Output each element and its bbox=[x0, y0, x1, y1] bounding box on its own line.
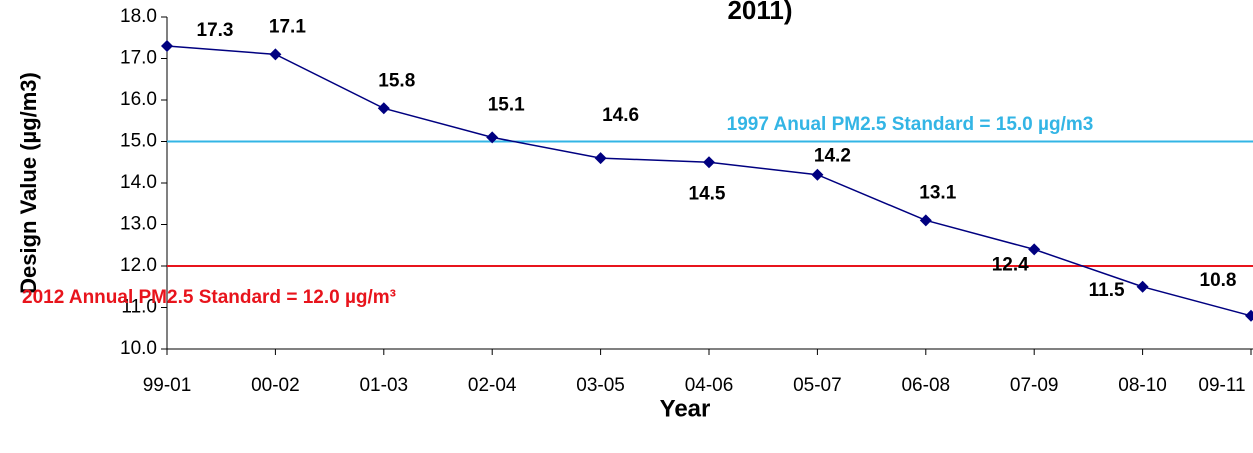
y-tick-label: 10.0 bbox=[120, 338, 157, 359]
chart-title: 2011) bbox=[727, 0, 792, 25]
data-label: 17.1 bbox=[269, 16, 306, 37]
marker bbox=[486, 131, 499, 144]
x-tick-label: 09-11 bbox=[1198, 375, 1245, 396]
data-label: 11.5 bbox=[1089, 280, 1125, 301]
data-label: 14.5 bbox=[689, 183, 726, 204]
y-axis-title: Design Value (µg/m3) bbox=[16, 72, 41, 294]
x-tick-label: 01-03 bbox=[359, 375, 408, 396]
marker bbox=[1136, 280, 1149, 293]
marker bbox=[1245, 309, 1253, 322]
data-label: 17.3 bbox=[197, 20, 234, 41]
x-tick-label: 04-06 bbox=[685, 375, 734, 396]
x-axis-title: Year bbox=[660, 395, 711, 422]
reference-label: 1997 Anual PM2.5 Standard = 15.0 µg/m3 bbox=[727, 114, 1094, 135]
data-label: 14.6 bbox=[602, 105, 639, 126]
y-tick-label: 14.0 bbox=[120, 172, 157, 193]
data-label: 15.8 bbox=[378, 70, 415, 91]
data-label: 14.2 bbox=[814, 146, 851, 167]
x-tick-label: 05-07 bbox=[793, 375, 842, 396]
marker bbox=[919, 214, 932, 227]
data-label: 13.1 bbox=[919, 182, 956, 203]
marker bbox=[269, 48, 282, 61]
data-label: 15.1 bbox=[488, 94, 525, 115]
marker bbox=[1028, 243, 1041, 256]
x-tick-label: 99-01 bbox=[143, 375, 192, 396]
y-tick-label: 16.0 bbox=[120, 89, 157, 110]
y-tick-label: 11.0 bbox=[121, 297, 157, 318]
y-tick-label: 18.0 bbox=[120, 6, 157, 27]
data-label: 10.8 bbox=[1200, 270, 1237, 291]
x-tick-label: 03-05 bbox=[576, 375, 625, 396]
y-tick-label: 13.0 bbox=[120, 214, 157, 235]
x-tick-label: 08-10 bbox=[1118, 375, 1167, 396]
series-line bbox=[166, 45, 1252, 317]
marker bbox=[811, 168, 824, 181]
data-label: 12.4 bbox=[992, 254, 1029, 275]
marker bbox=[703, 156, 715, 169]
x-tick-label: 06-08 bbox=[901, 375, 950, 396]
y-tick-label: 12.0 bbox=[120, 255, 157, 276]
y-tick-label: 17.0 bbox=[120, 48, 157, 69]
x-tick-label: 02-04 bbox=[468, 375, 517, 396]
marker bbox=[377, 102, 390, 115]
y-tick-label: 15.0 bbox=[120, 131, 157, 152]
marker bbox=[161, 40, 173, 53]
marker bbox=[594, 152, 607, 165]
reference-label: 2012 Annual PM2.5 Standard = 12.0 µg/m³ bbox=[22, 287, 396, 308]
x-tick-label: 07-09 bbox=[1010, 375, 1059, 396]
x-tick-label: 00-02 bbox=[251, 375, 300, 396]
